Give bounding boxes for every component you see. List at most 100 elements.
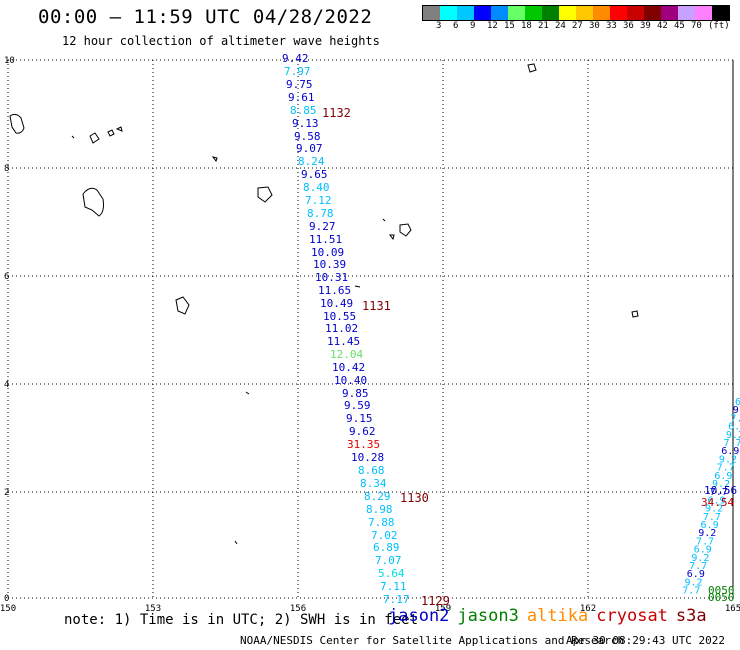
map-title: 00:00 – 11:59 UTC 04/28/2022 — [38, 6, 373, 28]
wave-height-label: 10.55 — [323, 310, 356, 323]
color-legend-labels: 3 6 9 12 15 18 21 24 27 30 33 36 39 42 45 70 (ft) — [422, 21, 740, 33]
wave-height-label: 8.85 — [290, 104, 317, 117]
legend-label: 70 — [691, 21, 702, 31]
wave-height-label-east: 6.9 — [728, 422, 740, 433]
wave-height-label: 10.39 — [313, 258, 346, 271]
y-tick-label: 6 — [4, 272, 9, 282]
island-outline — [382, 218, 386, 222]
satellite-legend: jason2 jason3 altika cryosat s3a — [388, 606, 715, 626]
island-outline — [234, 540, 238, 545]
wave-height-label: 9.13 — [292, 117, 319, 130]
wave-height-label-east: 7.7 — [730, 413, 740, 424]
legend-swatch — [440, 6, 457, 20]
footer-note: note: 1) Time is in UTC; 2) SWH is in fe… — [64, 612, 419, 628]
wave-height-label-east: 7.7 — [689, 561, 707, 572]
legend-swatch — [457, 6, 474, 20]
legend-swatch — [525, 6, 542, 20]
legend-label: 3 — [436, 21, 442, 31]
pass-time-label: 1130 — [400, 491, 429, 505]
legend-swatch — [576, 6, 593, 20]
wave-height-label: 9.58 — [294, 130, 321, 143]
map-grid: 150 153 156 159 162 165 0 2 4 6 8 10 — [0, 56, 740, 614]
wave-height-label: 8.34 — [360, 477, 387, 490]
wave-height-label: 8.68 — [358, 464, 385, 477]
legend-swatch — [559, 6, 576, 20]
wave-height-label: 8.78 — [307, 207, 334, 220]
island-outline — [245, 391, 250, 395]
island-outline — [354, 285, 361, 288]
island-outline — [527, 63, 537, 73]
wave-height-label: 10.40 — [334, 374, 367, 387]
wave-height-label: 9.42 — [282, 52, 309, 65]
wave-height-label: 11.02 — [325, 322, 358, 335]
pass-time-label: 1132 — [322, 106, 351, 120]
wave-height-label: 10.49 — [320, 297, 353, 310]
wave-height-label: 9.61 — [288, 91, 315, 104]
wave-height-label-east: 9.2 — [712, 479, 730, 490]
legend-swatch — [695, 6, 712, 20]
y-tick-label: 8 — [4, 164, 9, 174]
wave-height-label-east: 9.2 — [698, 528, 716, 539]
satellite-name: s3a — [675, 606, 707, 626]
wave-height-label: 9.59 — [344, 399, 371, 412]
wave-height-label: 8.24 — [298, 155, 325, 168]
legend-swatch — [678, 6, 695, 20]
legend-swatch — [423, 6, 440, 20]
wave-height-label-east: 7.7 — [724, 438, 740, 449]
wave-height-label: 7.07 — [375, 554, 402, 567]
legend-swatch — [542, 6, 559, 20]
legend-label: 39 — [640, 21, 651, 31]
wave-height-label: 10.09 — [311, 246, 344, 259]
pass-time-label: 1129 — [421, 594, 450, 608]
island-outline — [257, 186, 273, 203]
island-outlines — [9, 63, 639, 545]
legend-swatch — [593, 6, 610, 20]
wave-height-label-east: 6.9 — [701, 520, 719, 531]
y-tick-label: 4 — [4, 380, 9, 390]
wave-height-label-east: 9.2 — [719, 454, 737, 465]
island-outline — [115, 126, 123, 132]
island-outline — [89, 132, 100, 144]
wave-height-label: 10.28 — [351, 451, 384, 464]
edge-label: 34.54 — [701, 496, 734, 509]
x-tick-label: 150 — [0, 604, 16, 614]
wave-height-label: 9.75 — [286, 78, 313, 91]
wave-height-label: 9.27 — [309, 220, 336, 233]
wave-height-label: 7.02 — [371, 529, 398, 542]
satellite-name: cryosat — [596, 606, 668, 626]
wave-height-label-east: 6.9 — [687, 569, 705, 580]
edge-label: 0050 — [708, 591, 735, 604]
wave-height-label: 5.64 — [378, 567, 405, 580]
legend-label: 6 — [453, 21, 459, 31]
wave-height-label: 12.04 — [330, 348, 363, 361]
legend-label: 27 — [572, 21, 583, 31]
wave-height-label: 7.11 — [380, 580, 407, 593]
legend-label: 45 — [674, 21, 685, 31]
wave-height-label: 9.65 — [301, 168, 328, 181]
wave-height-label: 7.17 — [383, 593, 410, 606]
x-tick-label: 159 — [435, 604, 451, 614]
wave-height-label: 11.65 — [318, 284, 351, 297]
legend-label: 12 — [487, 21, 498, 31]
wave-height-label-east: 7.7 — [710, 487, 728, 498]
y-tick-label: 0 — [4, 594, 9, 604]
x-tick-label: 162 — [580, 604, 596, 614]
legend-swatch — [627, 6, 644, 20]
x-tick-label: 165 — [725, 604, 740, 614]
legend-label: 18 — [521, 21, 532, 31]
wave-height-label-east: 9.2 — [733, 405, 740, 416]
wave-height-label: 9.85 — [342, 387, 369, 400]
wave-height-label: 6.89 — [373, 541, 400, 554]
wave-height-label: 8.29 — [364, 490, 391, 503]
wave-height-label-east: 9.2 — [726, 430, 740, 441]
wave-height-label-east: 6.9 — [714, 471, 732, 482]
legend-label: 33 — [606, 21, 617, 31]
island-outline — [107, 129, 115, 137]
legend-label: 21 — [538, 21, 549, 31]
legend-label: 36 — [623, 21, 634, 31]
wave-height-label: 11.51 — [309, 233, 342, 246]
y-tick-label: 2 — [4, 488, 9, 498]
legend-label: 24 — [555, 21, 566, 31]
wave-height-label: 11.45 — [327, 335, 360, 348]
